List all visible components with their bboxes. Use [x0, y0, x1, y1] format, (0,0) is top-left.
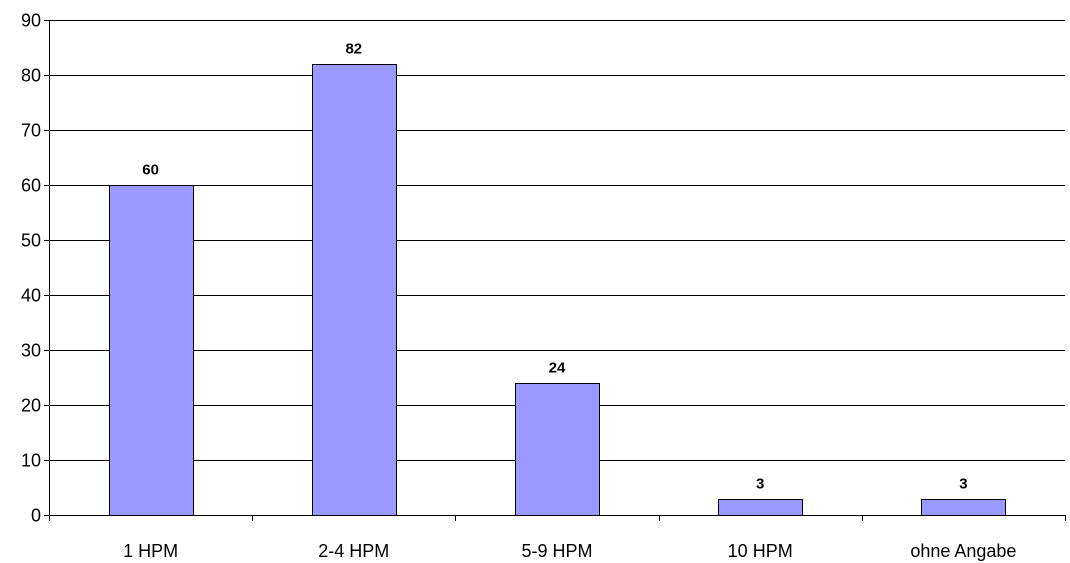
- data-label-1: 60: [142, 162, 159, 179]
- x-tick-label-5: ohne Angabe: [910, 541, 1016, 561]
- y-tick-label-70: 70: [21, 121, 41, 141]
- y-tick-label-50: 50: [21, 231, 41, 251]
- x-tick-label-3: 5-9 HPM: [521, 541, 592, 561]
- y-tick-label-10: 10: [21, 451, 41, 471]
- data-label-2: 82: [345, 41, 362, 58]
- x-tick-label-2: 2-4 HPM: [318, 541, 389, 561]
- y-tick-label-60: 60: [21, 176, 41, 196]
- data-label-4: 3: [756, 476, 764, 493]
- x-tick-label-1: 1 HPM: [123, 541, 178, 561]
- bar-2: [313, 65, 397, 516]
- bar-4: [719, 500, 803, 516]
- y-tick-label-20: 20: [21, 396, 41, 416]
- y-tick-label-80: 80: [21, 66, 41, 86]
- bars: [110, 65, 1006, 516]
- data-label-5: 3: [959, 476, 967, 493]
- x-tick-label-4: 10 HPM: [728, 541, 793, 561]
- data-label-3: 24: [549, 360, 566, 377]
- bar-5: [922, 500, 1006, 516]
- bar-1: [110, 186, 194, 516]
- y-tick-label-0: 0: [31, 506, 41, 526]
- y-tick-label-90: 90: [21, 11, 41, 31]
- bar-3: [516, 384, 600, 516]
- y-tick-label-30: 30: [21, 341, 41, 361]
- y-tick-label-40: 40: [21, 286, 41, 306]
